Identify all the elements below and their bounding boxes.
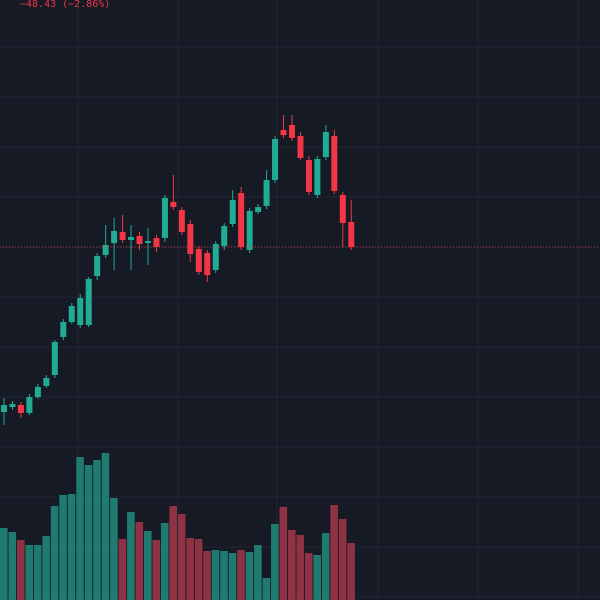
volume-bar (186, 538, 194, 600)
candle-body (94, 256, 101, 276)
candle-body (170, 202, 177, 207)
volume-bar (313, 555, 321, 600)
volume-bar (143, 531, 152, 600)
volume-bar (118, 539, 127, 600)
candle-body (85, 279, 92, 325)
volume-bar (84, 465, 93, 600)
candle-body (51, 342, 58, 375)
candle-body (68, 306, 75, 322)
volume-bar (101, 453, 110, 600)
candle-body (221, 226, 228, 246)
volume-bar (245, 552, 254, 600)
candle-body (272, 139, 279, 180)
candle-body (314, 159, 321, 195)
volume-bar (110, 498, 118, 600)
volume-bar (296, 535, 305, 600)
volume-bar (177, 514, 186, 600)
candles (0, 115, 600, 425)
volume-bar (347, 543, 355, 600)
volume-bar (203, 551, 211, 600)
volume-bar (330, 505, 338, 600)
volume-bar (42, 536, 50, 600)
candle-body (255, 207, 262, 212)
candle-body (305, 160, 312, 192)
volume-bar (93, 460, 101, 600)
volume-bar (59, 495, 67, 600)
volume-bar (228, 553, 237, 600)
candle-body (229, 200, 236, 224)
candle-body (17, 405, 24, 413)
candle-body (136, 236, 143, 244)
volume-bar (33, 545, 42, 600)
candle-body (263, 180, 270, 206)
candle-body (238, 193, 245, 247)
volume-bar (160, 523, 169, 600)
candle-body (43, 378, 50, 386)
candle-body (1, 405, 7, 412)
candle-body (280, 130, 287, 135)
candle-body (246, 211, 253, 250)
volume-bar (25, 545, 34, 600)
volume-bar (135, 522, 144, 600)
volume-bar (127, 512, 135, 600)
candle-body (111, 231, 118, 243)
candle-body (195, 249, 202, 272)
volume-bar (287, 530, 296, 600)
candle-body (153, 238, 160, 247)
volume-bar (16, 540, 25, 600)
volume-bar (304, 553, 313, 600)
candle-body (212, 244, 219, 270)
candle-body (144, 241, 151, 243)
volume-bar (279, 507, 288, 600)
volume-bar (254, 545, 262, 600)
volume-bar (152, 540, 161, 600)
volume-bar (8, 532, 17, 600)
candle-body (339, 195, 346, 223)
candle-body (26, 397, 33, 413)
candle-body (161, 198, 168, 238)
candle-body (9, 404, 16, 407)
candle-body (204, 253, 211, 275)
volume (0, 453, 355, 600)
volume-bar (262, 578, 271, 600)
candle-body (77, 298, 84, 325)
change-label: −48.43 (−2.86%) (20, 0, 110, 10)
candle-body (187, 224, 194, 254)
candle-body (60, 322, 67, 337)
volume-bar (220, 551, 228, 600)
candle-body (178, 210, 185, 232)
volume-bar (67, 494, 76, 600)
volume-bar (271, 524, 279, 600)
candle-body (128, 237, 135, 240)
candle-body (119, 232, 126, 240)
volume-bar (0, 528, 8, 600)
volume-bar (321, 533, 330, 600)
volume-bar (211, 550, 220, 600)
vertical-grid (77, 0, 579, 600)
volume-bar (237, 550, 245, 600)
candle-body (288, 125, 295, 138)
candle-body (348, 222, 355, 247)
volume-bar (50, 506, 59, 600)
candle-body (297, 136, 304, 158)
candle-body (331, 136, 338, 191)
volume-bar (76, 457, 84, 600)
volume-bar (169, 506, 177, 600)
candle-body (102, 245, 109, 255)
candle-body (322, 132, 329, 157)
volume-bar (338, 519, 347, 600)
volume-bar (194, 539, 203, 600)
candle-body (34, 387, 41, 397)
